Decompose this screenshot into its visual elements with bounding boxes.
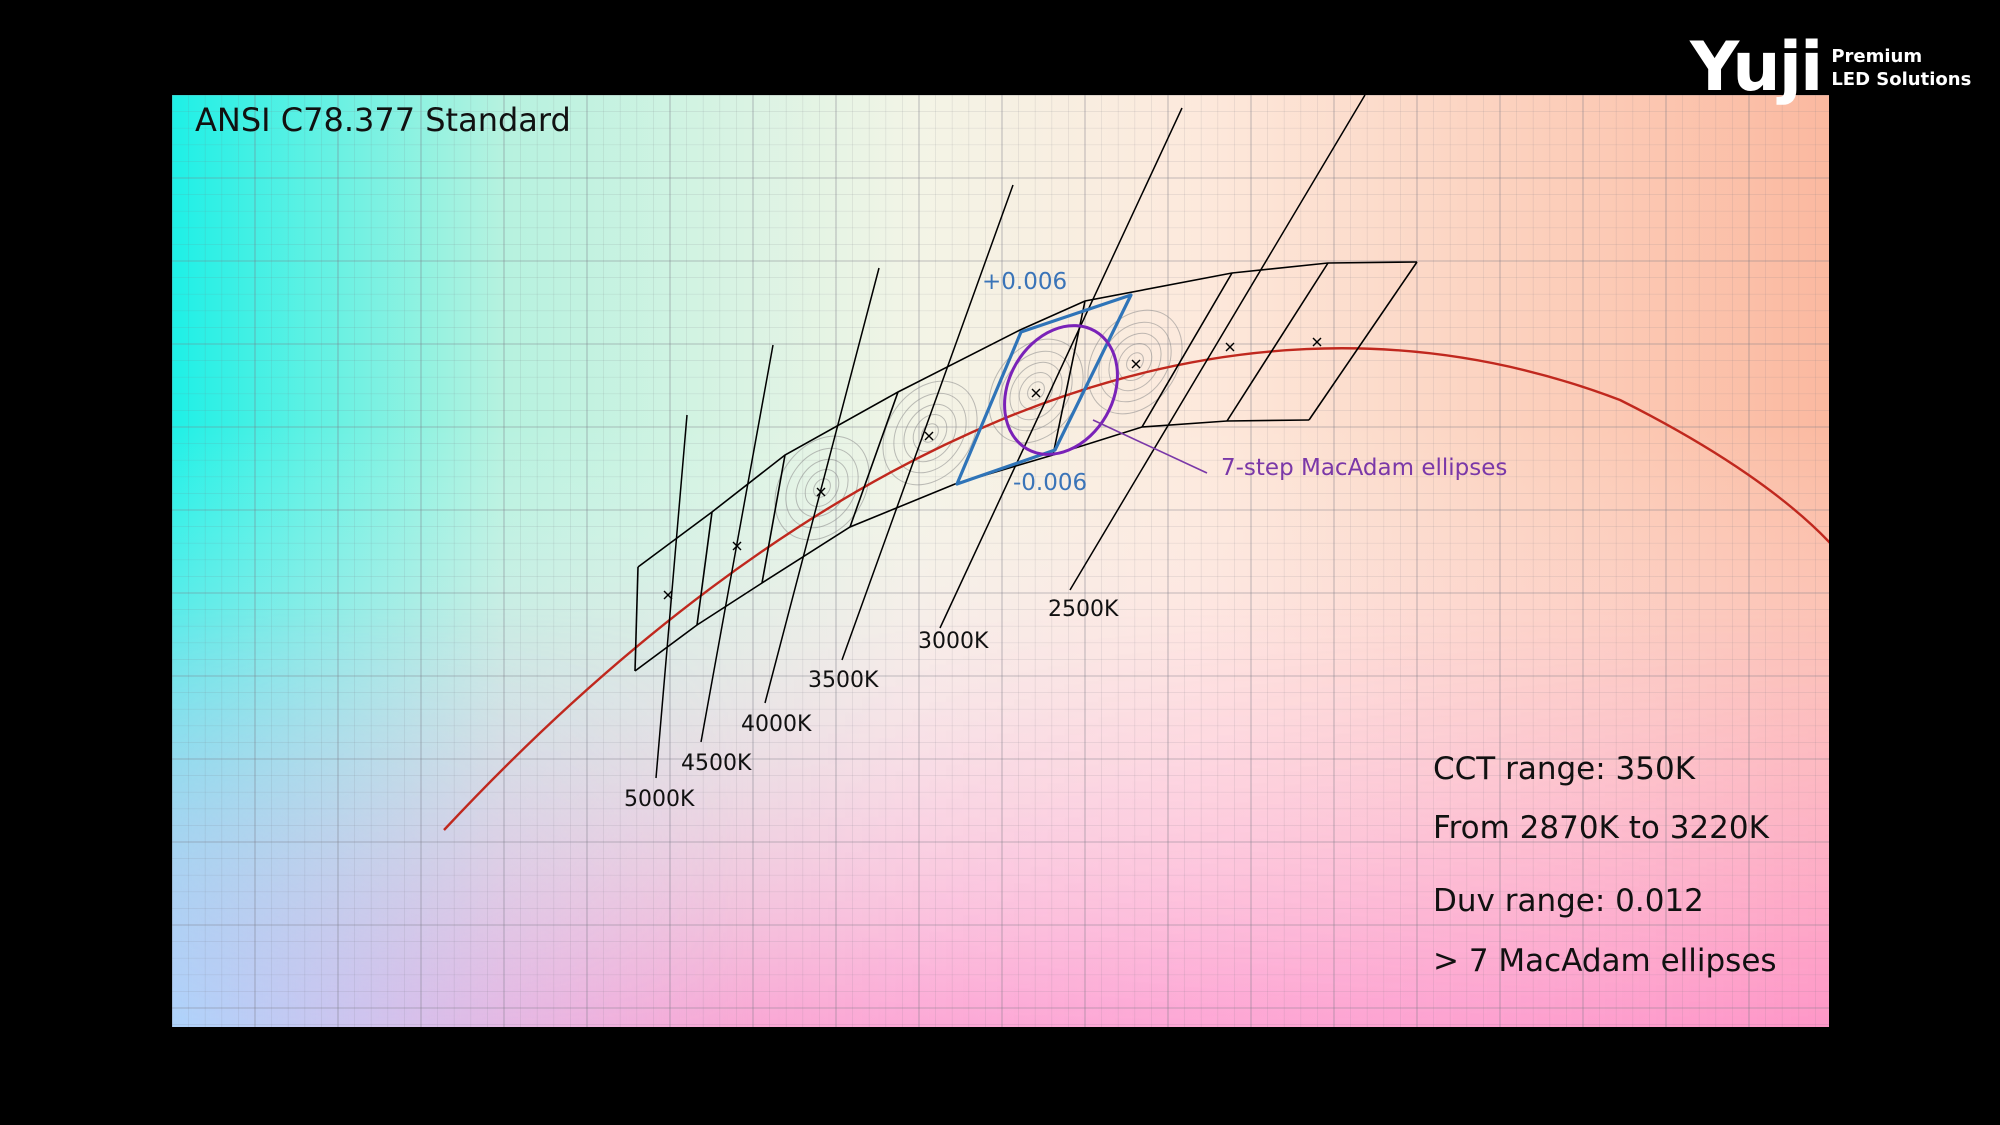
duv-lower-label: -0.006 xyxy=(1013,470,1087,496)
stat-macadam: > 7 MacAdam ellipses xyxy=(1433,943,1777,979)
isotemperature-lines xyxy=(655,95,1366,779)
macadam-contour-1-0 xyxy=(921,423,939,443)
isotemp-line-4500k xyxy=(700,344,774,743)
cct-label-2500k: 2500K xyxy=(1048,597,1119,622)
macadam-contour-3-4 xyxy=(1087,309,1183,415)
stat-duv-range: Duv range: 0.012 xyxy=(1433,883,1704,919)
marker-3500k xyxy=(924,431,934,441)
planckian-locus xyxy=(443,347,1829,831)
ellipse-callout-leader xyxy=(1092,419,1208,474)
logo-wordmark: Yuji xyxy=(1690,28,1823,107)
macadam-contour-0-0 xyxy=(813,478,831,498)
quad-edge-5000k-left xyxy=(634,566,639,672)
macadam-contour-2-1 xyxy=(1018,371,1054,411)
yuji-logo: Yuji Premium LED Solutions xyxy=(1690,28,1971,108)
macadam-contour-0-3 xyxy=(785,447,859,529)
quadrangle-outline-upper xyxy=(637,261,1418,568)
plot-area xyxy=(172,95,1829,1027)
isotemp-line-3000k xyxy=(939,107,1183,629)
marker-2400k xyxy=(1225,342,1235,352)
cct-label-4000k: 4000K xyxy=(741,712,812,737)
marker-4500k xyxy=(732,541,742,551)
stat-from-to: From 2870K to 3220K xyxy=(1433,810,1770,846)
isotemp-line-3500k xyxy=(841,184,1014,661)
logo-tagline-line-1: Premium xyxy=(1831,46,1923,67)
marker-3000k xyxy=(1031,388,1041,398)
quad-edge-2200k-right xyxy=(1308,261,1418,421)
seven-step-macadam-ellipse xyxy=(1003,324,1119,456)
quad-edge-4000k-right xyxy=(849,391,899,528)
marker-2700k xyxy=(1131,359,1141,369)
cct-label-3500k: 3500K xyxy=(808,668,879,693)
cct-label-4500k: 4500K xyxy=(681,751,752,776)
cct-label-5000k: 5000K xyxy=(624,787,695,812)
highlighted-3000k-quadrangle xyxy=(955,293,1133,486)
background-blue-wash xyxy=(172,95,1829,1027)
marker-2200k xyxy=(1312,337,1322,347)
nominal-cct-markers xyxy=(663,337,1322,600)
quad-edge-2700k-right xyxy=(1141,272,1233,428)
macadam-ellipse-contours xyxy=(774,309,1183,541)
macadam-contour-3-0 xyxy=(1126,352,1144,372)
quad-edge-2200k-left xyxy=(1226,262,1329,422)
isotemp-line-5000k xyxy=(655,414,688,779)
cct-labels: 5000K 4500K 4000K 3500K 3000K 2500K xyxy=(624,597,1119,812)
macadam-contour-0-1 xyxy=(804,468,840,508)
grid xyxy=(172,95,1829,1027)
macadam-contour-1-4 xyxy=(882,380,978,486)
isotemp-line-4000k xyxy=(764,267,880,704)
logo-tagline: Premium LED Solutions xyxy=(1831,45,1971,91)
quad-edge-5000k-right xyxy=(696,511,713,626)
ellipse-callout-label: 7-step MacAdam ellipses xyxy=(1221,455,1507,481)
macadam-contour-1-3 xyxy=(893,392,967,474)
isotemp-line-2500k xyxy=(1069,95,1366,591)
macadam-contour-1-2 xyxy=(903,403,957,463)
marker-4000k xyxy=(816,487,826,497)
macadam-contour-2-2 xyxy=(1009,361,1063,421)
marker-5000k xyxy=(663,590,673,600)
stat-cct-range: CCT range: 350K xyxy=(1433,751,1696,787)
macadam-contour-2-0 xyxy=(1027,381,1045,401)
quadrangle-outline-lower xyxy=(634,419,1310,672)
diagram-title: ANSI C78.377 Standard xyxy=(195,101,571,139)
quadrangles xyxy=(634,261,1418,672)
cct-label-3000k: 3000K xyxy=(918,629,989,654)
duv-upper-label: +0.006 xyxy=(982,269,1067,295)
stats-panel: CCT range: 350K From 2870K to 3220K Duv … xyxy=(1433,751,1777,979)
quad-edge-4500k-right xyxy=(761,454,786,584)
logo-tagline-line-2: LED Solutions xyxy=(1831,69,1972,90)
